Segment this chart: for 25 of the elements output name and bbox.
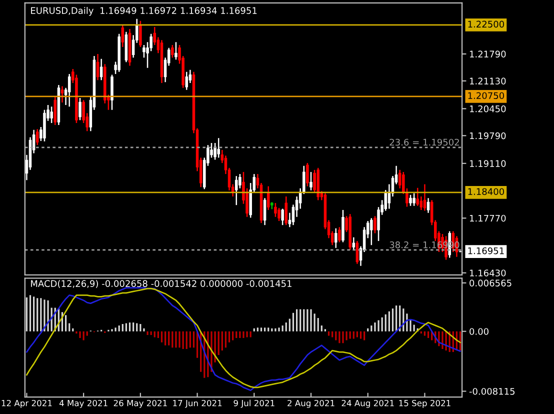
- y-tick-label: 0.00: [470, 328, 488, 335]
- chart-title: EURUSD,Daily 1.16949 1.16972 1.16934 1.16951: [31, 6, 257, 16]
- y-tick-label: 1.21790: [470, 50, 506, 58]
- chart-title: MACD(12,26,9) -0.002658 -0.001542 0.000000 -0.001451: [31, 280, 292, 288]
- x-tick-label: 15 Sep 2021: [399, 400, 450, 408]
- y-tick-label: 1.17770: [470, 214, 506, 222]
- ref-line-label: 1.18400: [468, 188, 504, 196]
- x-tick-label: 26 May 2021: [114, 400, 167, 408]
- x-tick-label: 2 Aug 2021: [288, 400, 334, 408]
- y-tick-label: 1.19790: [470, 132, 506, 140]
- x-tick-label: 24 Aug 2021: [342, 400, 394, 408]
- y-tick-label: 1.19110: [470, 160, 506, 167]
- x-tick-label: 12 Apr 2021: [2, 400, 52, 408]
- text: 1.16951: [468, 247, 504, 254]
- y-tick-label: -0.008115: [469, 388, 515, 395]
- y-tick-label: 0.006565: [470, 280, 512, 286]
- ref-line-label: 1.20750: [468, 92, 504, 100]
- x-tick-label: 4 May 2021: [59, 400, 108, 408]
- ref-line-label: 1.22500: [468, 20, 504, 28]
- y-tick-label: 1.21130: [470, 78, 506, 84]
- y-tick-label: 1.20450: [470, 105, 506, 112]
- y-tick-label: 1.16430: [470, 270, 506, 276]
- ref-line-label: 23.6 = 1.19502: [390, 138, 459, 146]
- x-tick-label: 9 Jul 2021: [234, 400, 274, 408]
- x-tick-label: 17 Jun 2021: [173, 400, 222, 408]
